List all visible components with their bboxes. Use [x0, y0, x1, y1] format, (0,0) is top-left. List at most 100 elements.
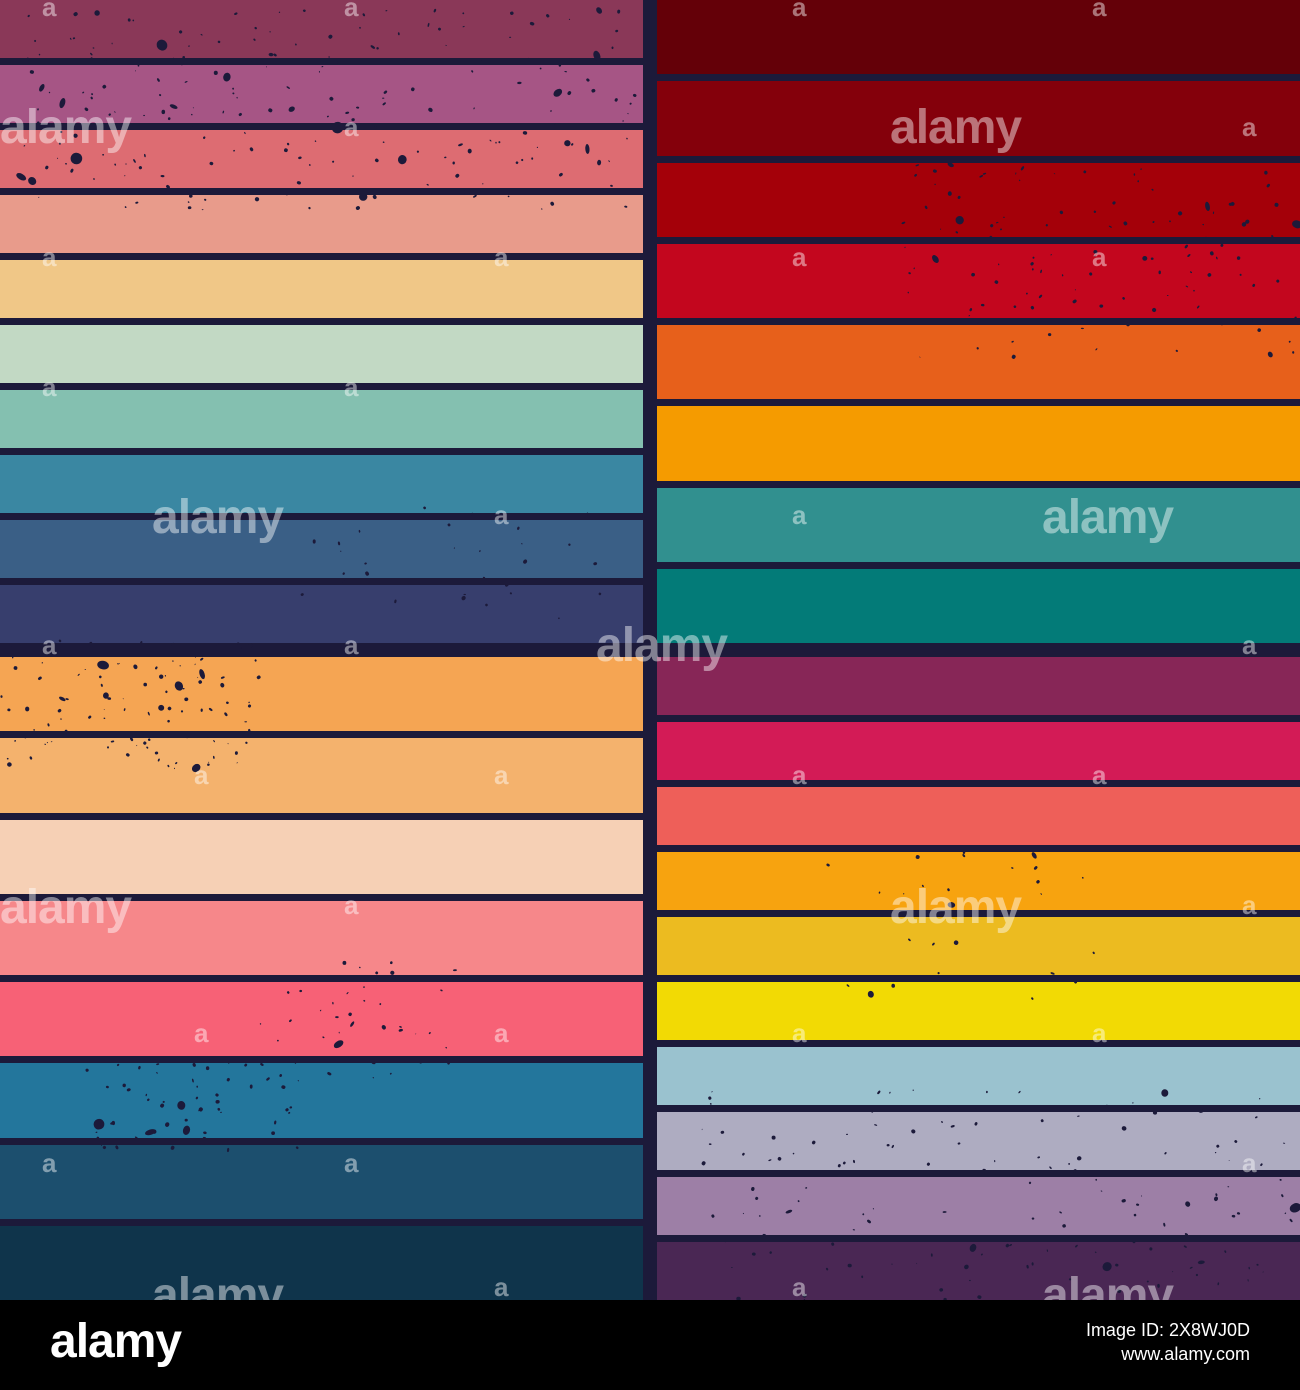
- speckle: [461, 595, 466, 601]
- speckle: [539, 67, 542, 70]
- speckle: [234, 12, 238, 15]
- speckle: [1095, 348, 1098, 351]
- speckle: [916, 1262, 918, 1265]
- speckle: [957, 195, 961, 199]
- speckle: [1227, 1186, 1230, 1188]
- speckle: [939, 1288, 944, 1292]
- speckle: [878, 891, 881, 894]
- color-stripe: [657, 1177, 1300, 1235]
- speckle: [515, 161, 519, 165]
- speckle: [1038, 294, 1043, 299]
- speckle: [979, 175, 984, 178]
- speckle: [1092, 951, 1095, 955]
- speckle: [485, 603, 488, 607]
- color-stripe: [0, 738, 643, 813]
- speckle: [567, 91, 572, 96]
- speckle: [980, 1253, 983, 1256]
- speckle: [175, 762, 178, 765]
- speckle: [162, 1100, 165, 1103]
- speckle: [284, 192, 288, 196]
- speckle: [615, 29, 619, 33]
- speckle: [735, 1171, 738, 1174]
- speckle: [117, 663, 119, 665]
- speckle: [1205, 201, 1210, 212]
- speckle: [559, 172, 563, 177]
- speckle: [95, 1131, 98, 1133]
- speckle: [184, 734, 189, 739]
- speckle: [77, 673, 80, 676]
- speckle: [331, 121, 344, 134]
- speckle: [200, 708, 203, 712]
- speckle: [184, 81, 188, 83]
- speckle: [785, 1209, 793, 1214]
- speckle: [57, 157, 59, 159]
- speckle: [154, 751, 159, 755]
- footer-bar: alamy Image ID: 2X8WJ0D www.alamy.com: [0, 1300, 1300, 1390]
- speckle: [1172, 1271, 1174, 1273]
- speckle: [1215, 256, 1218, 260]
- speckle: [167, 706, 172, 711]
- speckle: [930, 1253, 933, 1257]
- speckle: [990, 224, 994, 228]
- speckle: [947, 888, 950, 892]
- speckle: [608, 160, 610, 163]
- speckle: [226, 1147, 230, 1153]
- speckle: [913, 267, 915, 270]
- speckle: [1202, 223, 1204, 226]
- speckle: [1011, 340, 1014, 343]
- speckle: [433, 8, 437, 13]
- speckle: [277, 1039, 279, 1042]
- speckle: [350, 1021, 355, 1027]
- speckle: [222, 110, 225, 114]
- speckle: [399, 1026, 402, 1028]
- speckle: [596, 7, 603, 14]
- color-stripe: [657, 1242, 1300, 1300]
- speckle: [223, 72, 231, 82]
- speckle: [629, 102, 632, 105]
- speckle: [1050, 972, 1055, 975]
- speckle: [167, 719, 170, 723]
- speckle: [1151, 307, 1157, 313]
- color-stripe: [657, 722, 1300, 780]
- speckle: [611, 46, 614, 50]
- speckle: [297, 1080, 299, 1082]
- speckle: [1252, 283, 1256, 287]
- speckle: [169, 104, 178, 109]
- speckle: [742, 1152, 745, 1156]
- speckle: [1189, 271, 1193, 274]
- speckle: [29, 70, 34, 74]
- speckle: [59, 130, 63, 134]
- speckle: [994, 1160, 996, 1163]
- speckle: [624, 205, 628, 208]
- speckle: [1046, 1249, 1049, 1252]
- speckle: [336, 61, 339, 64]
- speckle: [426, 183, 429, 186]
- speckle: [509, 36, 512, 38]
- speckle: [144, 153, 146, 158]
- speckle: [1076, 1156, 1082, 1161]
- speckle: [1292, 351, 1295, 354]
- speckle: [126, 1088, 131, 1092]
- speckle: [419, 1061, 422, 1064]
- stripe-artwork: alamy alamy alamy alamy alamy alamy alam…: [0, 0, 1300, 1300]
- speckle: [1121, 1126, 1127, 1131]
- speckle: [1031, 1217, 1035, 1220]
- speckle: [44, 743, 46, 745]
- speckle: [125, 163, 127, 165]
- speckle: [332, 1001, 334, 1005]
- speckle: [215, 1099, 220, 1104]
- speckle: [115, 1145, 119, 1150]
- speckle: [1207, 273, 1212, 277]
- speckle: [394, 599, 397, 604]
- speckle: [326, 63, 329, 65]
- speckle: [179, 30, 183, 34]
- speckle: [458, 143, 463, 147]
- speckle: [947, 191, 952, 196]
- speckle: [591, 88, 596, 93]
- speckle: [84, 107, 89, 112]
- speckle: [338, 1031, 340, 1034]
- speckle: [1220, 322, 1224, 326]
- speckle: [189, 194, 193, 198]
- speckle: [147, 1098, 150, 1102]
- speckle: [1030, 262, 1034, 266]
